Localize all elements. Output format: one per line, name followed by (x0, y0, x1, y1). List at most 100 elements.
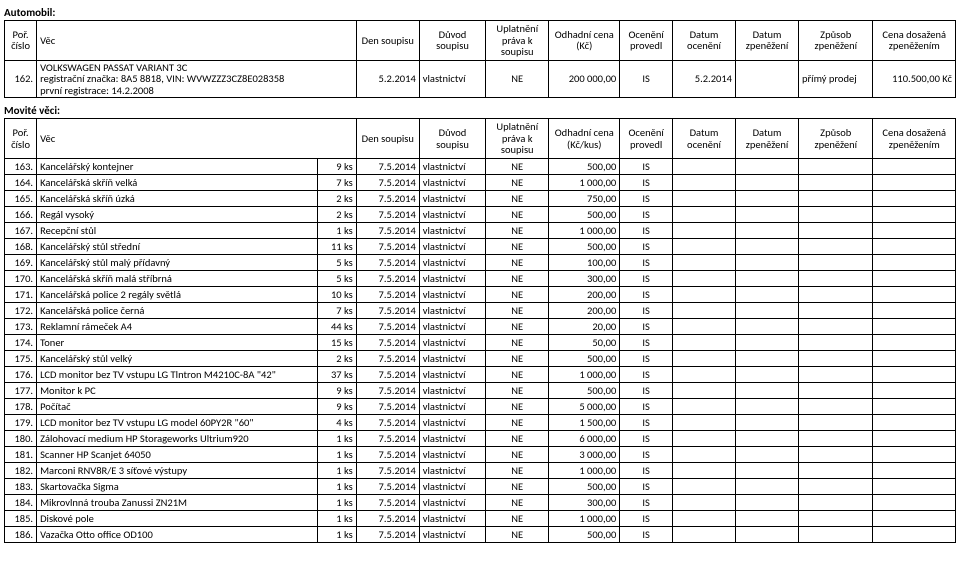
auto-table: Poř. číslo Věc Den soupisu Důvod soupisu… (4, 20, 956, 98)
cell-right: NE (486, 302, 549, 318)
cell-price: 300,00 (549, 270, 620, 286)
cell-method (799, 478, 873, 494)
cell-idx: 165. (5, 190, 37, 206)
cell-item: Zálohovací medium HP Storageworks Ultriu… (37, 430, 318, 446)
cell-final (873, 174, 956, 190)
cell-reason: vlastnictví (419, 334, 485, 350)
cell-right: NE (486, 238, 549, 254)
hdr-idx: Poř. číslo (5, 21, 37, 61)
cell-price: 5 000,00 (549, 398, 620, 414)
cell-method (799, 206, 873, 222)
table-row: 179.LCD monitor bez TV vstupu LG model 6… (5, 414, 956, 430)
cell-method (799, 462, 873, 478)
cell-final (873, 334, 956, 350)
cell-d1 (672, 366, 735, 382)
cell-reason: vlastnictví (419, 190, 485, 206)
cell-idx: 183. (5, 478, 37, 494)
cell-who: IS (620, 222, 673, 238)
cell-right: NE (486, 510, 549, 526)
cell-price: 1 000,00 (549, 510, 620, 526)
cell-who: IS (620, 462, 673, 478)
cell-idx: 169. (5, 254, 37, 270)
cell-method (799, 382, 873, 398)
table-row: 175.Kancelářský stůl velký2 ks7.5.2014vl… (5, 350, 956, 366)
cell-d1 (672, 494, 735, 510)
cell-price: 500,00 (549, 206, 620, 222)
cell-final (873, 302, 956, 318)
cell-right: NE (486, 430, 549, 446)
cell-idx: 181. (5, 446, 37, 462)
cell-idx: 163. (5, 158, 37, 174)
cell-date: 7.5.2014 (356, 430, 419, 446)
cell-date: 7.5.2014 (356, 174, 419, 190)
cell-method (799, 158, 873, 174)
cell-reason: vlastnictví (419, 350, 485, 366)
cell-right: NE (486, 382, 549, 398)
cell-method (799, 254, 873, 270)
cell-date: 7.5.2014 (356, 206, 419, 222)
cell-method (799, 398, 873, 414)
cell-item: Regál vysoký (37, 206, 318, 222)
cell-reason: vlastnictví (419, 270, 485, 286)
cell-d1 (672, 478, 735, 494)
cell-who: IS (620, 430, 673, 446)
cell-method (799, 334, 873, 350)
hdr-reason: Důvod soupisu (419, 21, 485, 61)
cell-final (873, 254, 956, 270)
mov-table: Poř. číslo Věc Den soupisu Důvod soupisu… (4, 118, 956, 543)
cell-reason: vlastnictví (419, 60, 485, 98)
cell-who: IS (620, 286, 673, 302)
cell-final (873, 190, 956, 206)
cell-item: Toner (37, 334, 318, 350)
cell-qty: 5 ks (317, 270, 356, 286)
cell-method (799, 318, 873, 334)
cell-d2 (735, 510, 798, 526)
cell-item: Kancelářský stůl velký (37, 350, 318, 366)
cell-price: 500,00 (549, 526, 620, 542)
cell-who: IS (620, 510, 673, 526)
cell-right: NE (486, 494, 549, 510)
hdr-d2: Datum zpeněžení (735, 21, 798, 61)
cell-d2 (735, 382, 798, 398)
hdr-right: Uplatnění práva k soupisu (486, 119, 549, 159)
cell-final (873, 286, 956, 302)
hdr-item: Věc (37, 21, 357, 61)
cell-price: 100,00 (549, 254, 620, 270)
hdr-right: Uplatnění práva k soupisu (486, 21, 549, 61)
cell-price: 500,00 (549, 382, 620, 398)
cell-d2 (735, 60, 798, 98)
cell-who: IS (620, 414, 673, 430)
cell-idx: 173. (5, 318, 37, 334)
cell-reason: vlastnictví (419, 174, 485, 190)
cell-method (799, 222, 873, 238)
cell-d2 (735, 494, 798, 510)
cell-date: 7.5.2014 (356, 398, 419, 414)
cell-right: NE (486, 190, 549, 206)
cell-d1 (672, 334, 735, 350)
cell-who: IS (620, 526, 673, 542)
cell-price: 200,00 (549, 302, 620, 318)
table-row: 168.Kancelářský stůl střední11 ks7.5.201… (5, 238, 956, 254)
cell-item: Diskové pole (37, 510, 318, 526)
cell-date: 7.5.2014 (356, 462, 419, 478)
cell-method (799, 446, 873, 462)
cell-d2 (735, 446, 798, 462)
cell-reason: vlastnictví (419, 462, 485, 478)
cell-d1 (672, 302, 735, 318)
cell-who: IS (620, 206, 673, 222)
cell-right: NE (486, 478, 549, 494)
cell-qty: 9 ks (317, 382, 356, 398)
cell-method (799, 366, 873, 382)
cell-reason: vlastnictví (419, 206, 485, 222)
cell-idx: 182. (5, 462, 37, 478)
cell-method (799, 174, 873, 190)
cell-reason: vlastnictví (419, 430, 485, 446)
cell-right: NE (486, 526, 549, 542)
cell-d1 (672, 398, 735, 414)
hdr-final: Cena dosažená zpeněžením (873, 21, 956, 61)
cell-qty: 7 ks (317, 302, 356, 318)
cell-price: 500,00 (549, 238, 620, 254)
cell-right: NE (486, 60, 549, 98)
cell-qty: 44 ks (317, 318, 356, 334)
cell-reason: vlastnictví (419, 398, 485, 414)
